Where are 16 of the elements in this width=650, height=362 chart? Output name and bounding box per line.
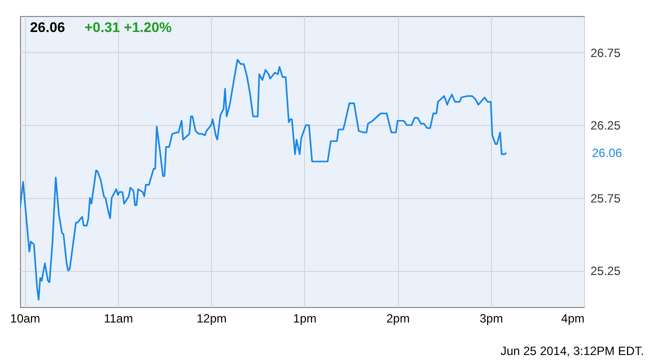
y-tick-label: 25.25 xyxy=(590,264,621,278)
text: Jun 25 2014, 3:12PM EDT. xyxy=(500,344,644,358)
line-series xyxy=(20,58,508,301)
x-tick-label: 11am xyxy=(104,312,133,326)
chart-title: 26.06 xyxy=(30,19,66,35)
x-tick-label: 1pm xyxy=(293,312,317,326)
chart-subtitle: +0.31 +1.20% xyxy=(84,19,172,35)
x-tick-label: 10am xyxy=(10,312,40,326)
x-tick-label: 4pm xyxy=(561,312,585,326)
x-tick-label: 2pm xyxy=(386,312,410,326)
x-tick-label: 12pm xyxy=(196,312,227,326)
y-tick-label: 26.25 xyxy=(590,118,621,133)
y-tick-label: 26.75 xyxy=(590,46,621,60)
text: 26.06 xyxy=(592,146,622,160)
x-tick-label: 3pm xyxy=(480,312,503,326)
y-tick-label: 25.75 xyxy=(590,191,621,206)
